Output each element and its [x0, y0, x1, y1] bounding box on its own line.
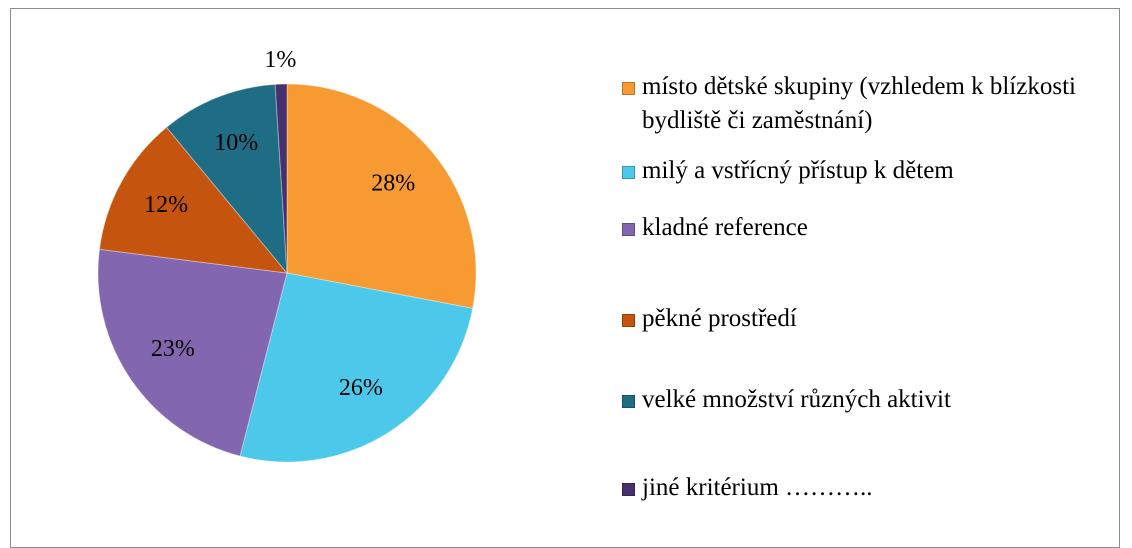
pie-slice — [274, 83, 288, 274]
legend-label: místo dětské skupiny (vzhledem k blízkos… — [642, 73, 1076, 134]
data-label: 1% — [264, 47, 296, 73]
legend-label: jiné kritérium ……….. — [642, 474, 873, 501]
chart: 28% 26% 23% 12% 10% 1% — [97, 47, 477, 463]
legend-label: kladné reference — [642, 214, 808, 241]
page: 28% 26% 23% 12% 10% 1% místo dětské skupiny (… — [10, 8, 1120, 548]
legend-swatch — [622, 314, 635, 327]
legend-item: velké množství různých aktivit — [622, 383, 1112, 417]
pie-slice — [165, 83, 288, 275]
data-label: 12% — [144, 192, 188, 218]
data-label: 10% — [214, 130, 258, 156]
legend-swatch — [622, 483, 635, 496]
legend-item: milý a vstřícný přístup k dětem — [622, 154, 1112, 188]
data-label: 26% — [339, 375, 383, 401]
legend-swatch — [622, 166, 635, 179]
legend-swatch — [622, 82, 635, 95]
legend-label: milý a vstřícný přístup k dětem — [642, 157, 954, 184]
legend-swatch — [622, 395, 635, 408]
legend-item: kladné reference — [622, 211, 1112, 245]
data-label: 23% — [151, 336, 195, 362]
pie-slice — [286, 83, 477, 309]
legend-item: pěkné prostředí — [622, 302, 1112, 336]
pie-slice — [239, 272, 474, 463]
data-label: 28% — [371, 171, 415, 197]
legend-label: pěkné prostředí — [642, 305, 797, 332]
legend-swatch — [622, 223, 635, 236]
pie-slice — [97, 248, 288, 457]
pie-slice — [98, 126, 289, 274]
legend-item: jiné kritérium ……….. — [622, 471, 1112, 505]
legend-item: místo dětské skupiny (vzhledem k blízkos… — [622, 70, 1112, 138]
legend-label: velké množství různých aktivit — [642, 386, 951, 413]
